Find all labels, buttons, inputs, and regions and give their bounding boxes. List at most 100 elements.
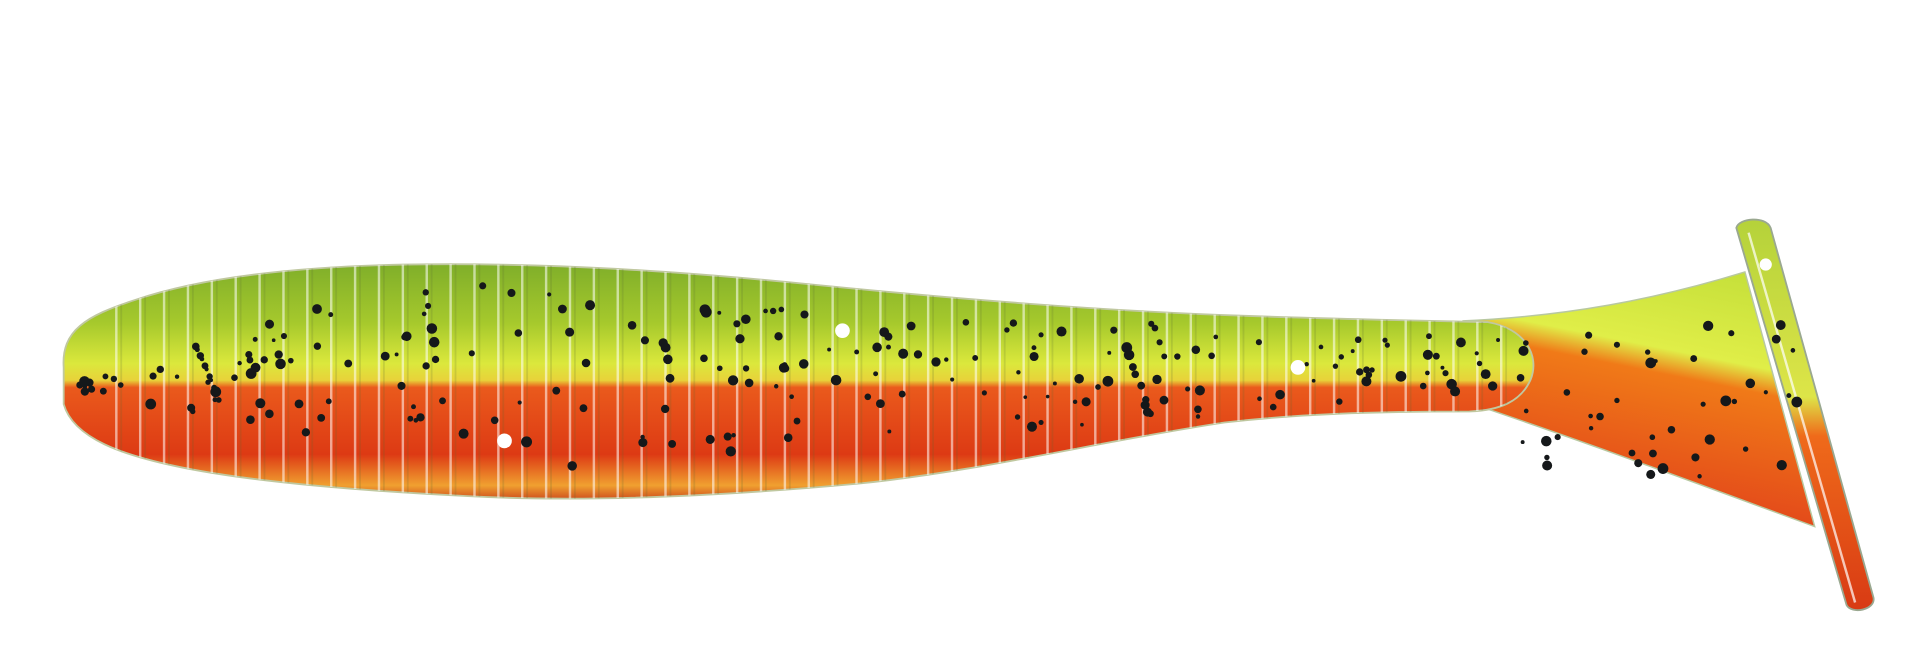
speckle	[1128, 363, 1137, 371]
speckle	[1596, 412, 1604, 421]
speckle	[246, 415, 255, 424]
speckle	[742, 365, 750, 372]
speckle	[422, 289, 429, 296]
speckle	[1614, 397, 1620, 404]
speckle	[411, 404, 416, 410]
speckle	[274, 350, 283, 359]
speckle	[879, 327, 890, 338]
speckle	[507, 288, 516, 297]
speckle	[731, 433, 736, 438]
speckle	[1123, 349, 1135, 361]
highlights	[497, 258, 1772, 449]
speckle	[913, 350, 923, 359]
speckle	[99, 387, 107, 395]
speckle	[1191, 345, 1201, 355]
speckle	[431, 355, 440, 364]
speckle	[665, 373, 675, 383]
speckle	[468, 350, 475, 357]
speckle	[1029, 351, 1039, 362]
speckle	[1731, 398, 1738, 405]
speckle	[1649, 449, 1657, 458]
speckle	[280, 333, 288, 340]
speckle	[1442, 370, 1449, 377]
speckle	[428, 336, 440, 348]
speckle	[778, 306, 785, 313]
speckle	[887, 429, 892, 434]
speckle	[245, 351, 253, 359]
speckle	[962, 319, 970, 326]
speckle	[1634, 459, 1643, 468]
speckle	[312, 304, 322, 314]
speckle	[638, 438, 648, 448]
speckle	[1056, 326, 1067, 337]
tail-fan	[1462, 270, 1816, 528]
speckle	[763, 308, 768, 314]
speckle	[1791, 396, 1803, 408]
speckle	[1356, 368, 1364, 376]
speckle	[1354, 336, 1362, 344]
speckle	[789, 394, 794, 399]
speckle	[1338, 354, 1345, 360]
speckle	[1646, 469, 1656, 479]
speckle	[1588, 425, 1594, 431]
speckle	[1159, 395, 1169, 405]
speckle	[1581, 348, 1588, 355]
speckle	[1102, 375, 1114, 387]
speckle	[1775, 320, 1786, 330]
speckle	[1131, 370, 1140, 379]
speckle	[237, 360, 242, 366]
speckle	[898, 390, 906, 398]
speckle	[252, 336, 258, 342]
speckle	[1156, 339, 1163, 346]
speckle	[1151, 324, 1159, 332]
speckle	[1194, 385, 1205, 396]
speckle	[1095, 384, 1101, 390]
speckle	[774, 384, 779, 389]
speckle	[216, 397, 222, 403]
speckle	[1763, 390, 1768, 395]
speckle	[864, 393, 872, 401]
speckle	[873, 371, 879, 377]
speckle	[1644, 349, 1651, 355]
speckle	[1318, 344, 1324, 350]
speckle	[344, 359, 353, 368]
speckle	[1425, 370, 1430, 376]
speckle	[906, 321, 916, 331]
speckle	[521, 436, 533, 448]
speckle	[876, 399, 885, 409]
speckle	[585, 300, 596, 311]
speckle	[317, 413, 326, 422]
speckle	[117, 382, 124, 388]
speckle	[581, 358, 591, 368]
speckle	[552, 386, 561, 395]
speckle	[250, 362, 261, 373]
speckle	[769, 307, 777, 315]
speckle	[1038, 332, 1044, 338]
speckle	[264, 319, 275, 329]
speckle	[102, 373, 109, 380]
speckle	[275, 358, 286, 370]
speckle	[1382, 337, 1388, 343]
speckle	[190, 408, 196, 415]
speckle	[781, 364, 790, 373]
paddle-highlight	[1747, 232, 1857, 603]
speckle	[1554, 434, 1561, 441]
speckle	[1440, 365, 1445, 370]
speckle	[294, 399, 304, 409]
speckle	[1452, 386, 1458, 393]
speckle	[1776, 459, 1787, 471]
speckle	[199, 356, 205, 362]
speckle	[1208, 352, 1215, 360]
speckle	[425, 302, 432, 309]
speckle	[872, 342, 882, 353]
speckle	[668, 440, 677, 448]
speckle	[1195, 414, 1201, 419]
speckle	[774, 332, 783, 341]
speckle	[1045, 394, 1050, 399]
speckle	[950, 377, 955, 382]
speckle	[1691, 453, 1700, 462]
speckle	[640, 336, 649, 345]
speckle	[558, 304, 567, 314]
highlight	[1759, 258, 1772, 271]
